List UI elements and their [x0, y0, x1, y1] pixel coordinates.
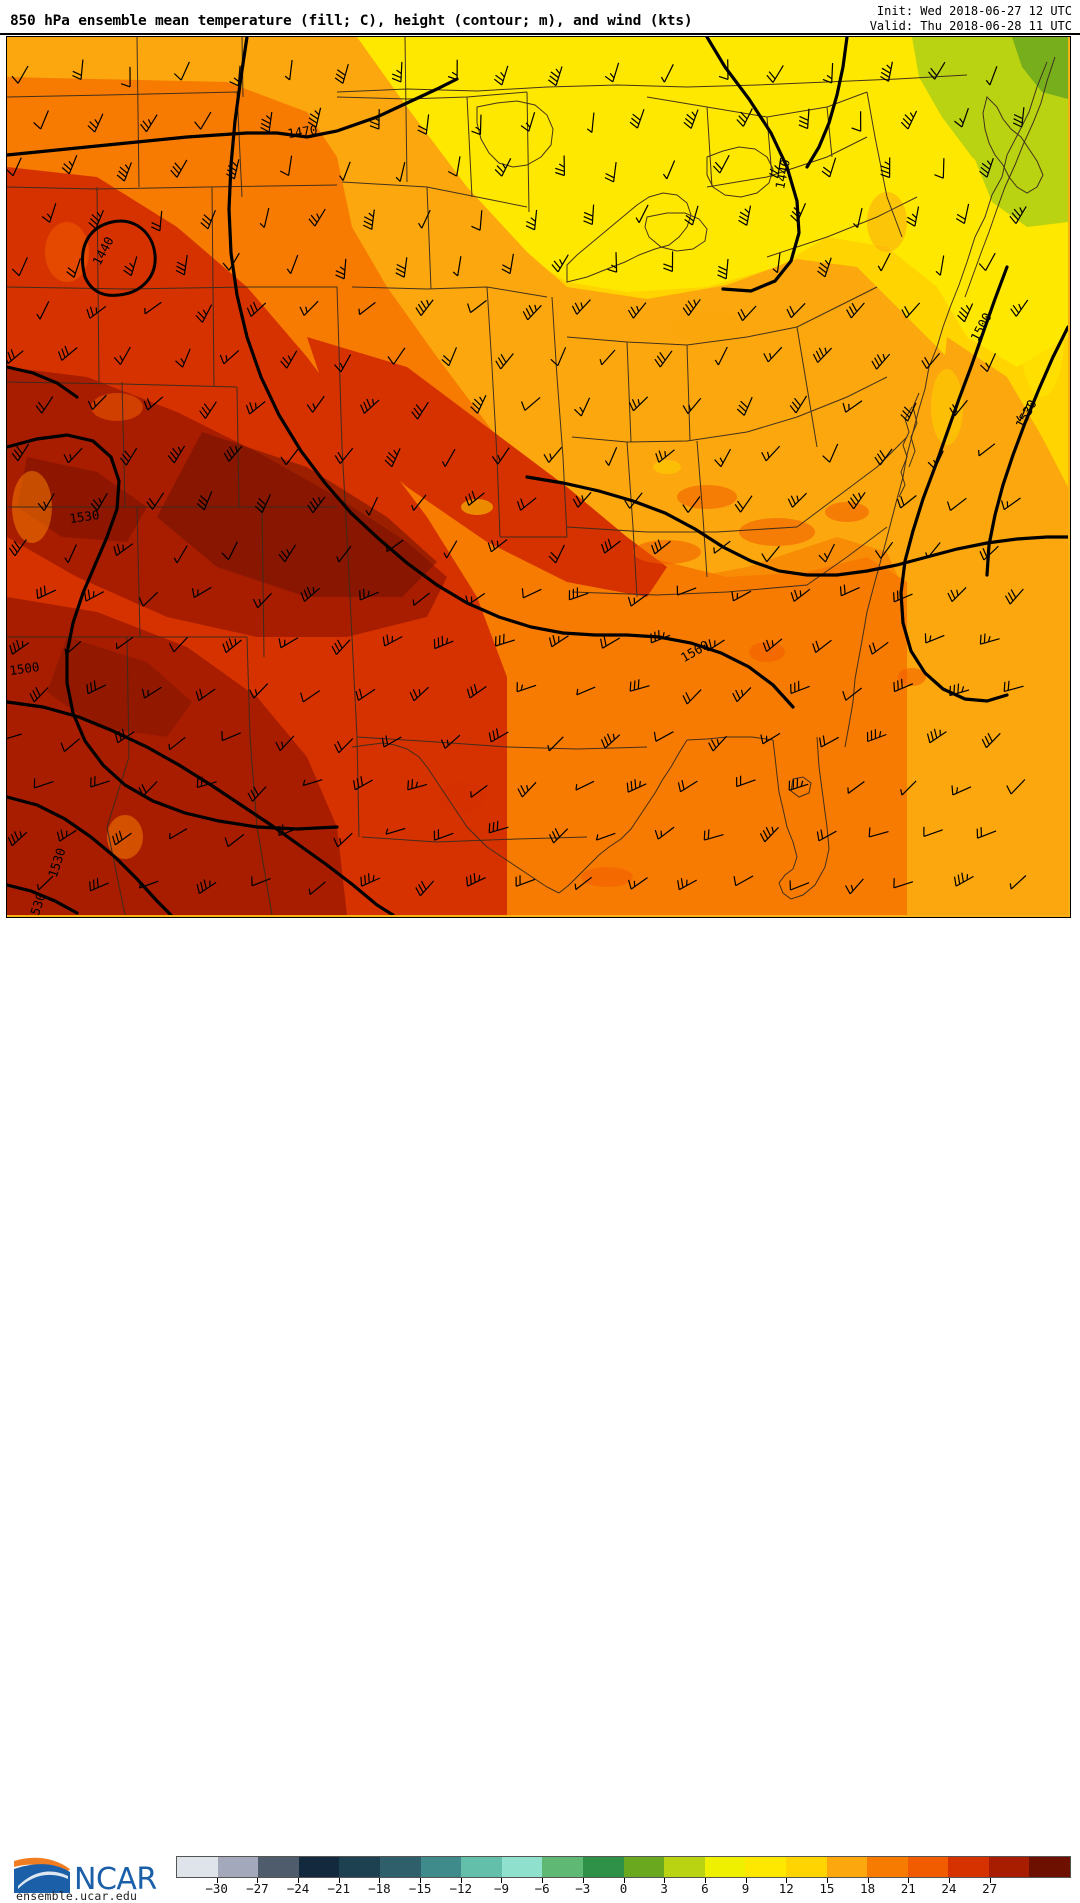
- colorbar-swatch: [705, 1857, 746, 1877]
- colorbar-tick-label: 27: [982, 1881, 997, 1896]
- colorbar-swatch: [786, 1857, 827, 1877]
- colorbar-tick-label: 9: [742, 1881, 750, 1896]
- colorbar-tick-label: 0: [620, 1881, 628, 1896]
- colorbar-tick-label: 15: [819, 1881, 834, 1896]
- colorbar-swatch: [867, 1857, 908, 1877]
- colorbar-swatch: [461, 1857, 502, 1877]
- colorbar-swatch: [339, 1857, 380, 1877]
- colorbar-swatch: [542, 1857, 583, 1877]
- page-title: 850 hPa ensemble mean temperature (fill;…: [10, 13, 692, 29]
- colorbar-tick-label: −21: [327, 1881, 350, 1896]
- colorbar-tick-label: −27: [246, 1881, 269, 1896]
- colorbar-swatch: [502, 1857, 543, 1877]
- colorbar-swatch: [299, 1857, 340, 1877]
- colorbar-swatch: [380, 1857, 421, 1877]
- colorbar-tick-label: −3: [575, 1881, 590, 1896]
- colorbar-tick-label: −9: [494, 1881, 509, 1896]
- header-divider: [0, 33, 1080, 35]
- colorbar-swatch: [908, 1857, 949, 1877]
- colorbar-tick-label: 18: [860, 1881, 875, 1896]
- colorbar-swatch: [421, 1857, 462, 1877]
- colorbar-tick-label: −6: [535, 1881, 550, 1896]
- colorbar-tick-label: −24: [287, 1881, 310, 1896]
- map-canvas: 1470 1440 1440 1500 1530 1530 1500 1560 …: [7, 37, 1068, 915]
- colorbar-swatch: [1029, 1857, 1070, 1877]
- colorbar-swatch: [624, 1857, 665, 1877]
- colorbar-swatch: [258, 1857, 299, 1877]
- colorbar-tick-label: 3: [660, 1881, 668, 1896]
- colorbar-swatch: [989, 1857, 1030, 1877]
- colorbar-swatch: [177, 1857, 218, 1877]
- colorbar-tick-label: 12: [779, 1881, 794, 1896]
- map-svg: 1470 1440 1440 1500 1530 1530 1500 1560 …: [7, 37, 1068, 915]
- colorbar-swatch: [664, 1857, 705, 1877]
- colorbar-swatch: [583, 1857, 624, 1877]
- map-panel[interactable]: 1470 1440 1440 1500 1530 1530 1500 1560 …: [6, 36, 1071, 918]
- colorbar-swatch: [827, 1857, 868, 1877]
- colorbar-tick-label: 6: [701, 1881, 709, 1896]
- colorbar-tick-label: −18: [368, 1881, 391, 1896]
- colorbar-swatch: [218, 1857, 259, 1877]
- colorbar-tick-label: −30: [205, 1881, 228, 1896]
- weather-map-page: 850 hPa ensemble mean temperature (fill;…: [0, 0, 1080, 985]
- header: 850 hPa ensemble mean temperature (fill;…: [0, 0, 1080, 36]
- colorbar-tick-label: 24: [941, 1881, 956, 1896]
- valid-time-stamp: Init: Wed 2018-06-27 12 UTC Valid: Thu 2…: [870, 4, 1072, 33]
- colorbar-swatch: [948, 1857, 989, 1877]
- colorbar-swatch: [745, 1857, 786, 1877]
- colorbar-tick-label: −12: [449, 1881, 472, 1896]
- colorbar-tick-label: −15: [409, 1881, 432, 1896]
- colorbar-tick-label: 21: [901, 1881, 916, 1896]
- colorbar[interactable]: [176, 1856, 1071, 1878]
- footer: NCAR ensemble.ucar.edu −30−27−24−21−18−1…: [0, 920, 1080, 985]
